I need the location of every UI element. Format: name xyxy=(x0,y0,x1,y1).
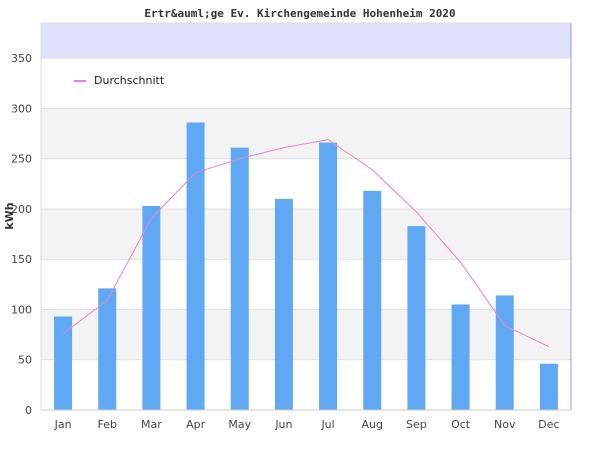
bar-jan xyxy=(54,316,73,410)
bar-feb xyxy=(98,288,117,410)
y-tick-label: 50 xyxy=(18,354,32,367)
bar-sep xyxy=(407,226,426,410)
bar-nov xyxy=(495,295,514,410)
x-tick-label: Jul xyxy=(320,418,334,431)
x-tick-label: Jan xyxy=(54,418,72,431)
bar-may xyxy=(230,147,249,410)
x-tick-label: May xyxy=(228,418,251,431)
bar-mar xyxy=(142,205,161,410)
legend-label: Durchschnitt xyxy=(94,74,165,87)
chart-title: Ertr&auml;ge Ev. Kirchengemeinde Hohenhe… xyxy=(144,7,455,20)
top-band xyxy=(41,23,571,59)
grid-band xyxy=(41,108,571,159)
x-tick-label: Oct xyxy=(451,418,471,431)
y-tick-label: 350 xyxy=(11,52,32,65)
x-tick-label: Mar xyxy=(141,418,162,431)
y-tick-label: 300 xyxy=(11,102,32,115)
bar-aug xyxy=(363,190,382,410)
y-tick-label: 150 xyxy=(11,253,32,266)
x-tick-label: Feb xyxy=(98,418,117,431)
x-tick-label: Apr xyxy=(186,418,206,431)
y-tick-label: 250 xyxy=(11,153,32,166)
x-tick-label: Jun xyxy=(274,418,292,431)
x-tick-label: Sep xyxy=(406,418,427,431)
series-line-durchschnitt xyxy=(62,139,550,348)
bar-jul xyxy=(319,142,338,411)
legend: Durchschnitt xyxy=(74,74,165,87)
x-tick-label: Dec xyxy=(538,418,559,431)
bar-apr xyxy=(186,122,205,410)
x-tick-label: Nov xyxy=(494,418,516,431)
bar-oct xyxy=(451,304,470,410)
y-tick-label: 100 xyxy=(11,303,32,316)
bar-jun xyxy=(274,198,293,410)
y-tick-label: 200 xyxy=(11,203,32,216)
y-tick-label: 0 xyxy=(25,404,32,417)
grid-band xyxy=(41,208,571,260)
x-tick-label: Aug xyxy=(362,418,383,431)
y-axis-label: kWh xyxy=(3,202,16,229)
grid-band xyxy=(41,309,571,360)
bar-dec xyxy=(539,363,558,410)
